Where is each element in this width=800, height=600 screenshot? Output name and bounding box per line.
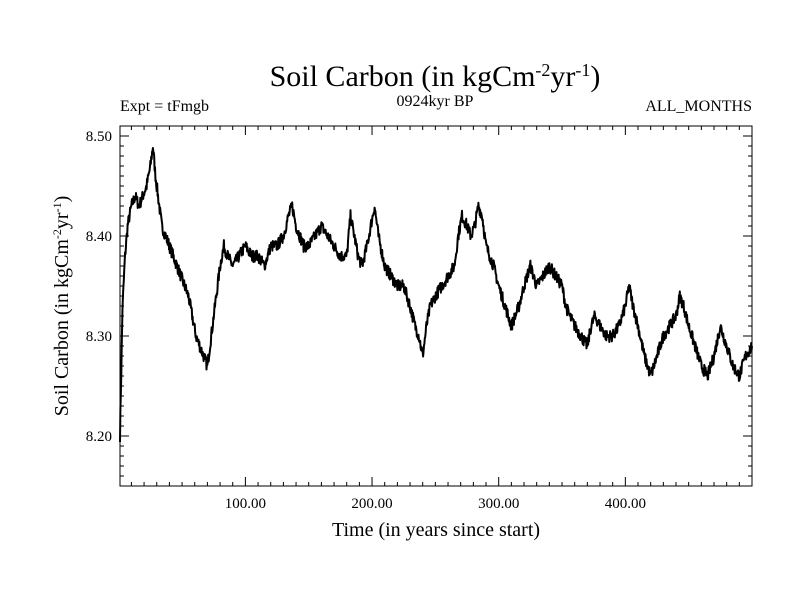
x-tick-label: 100.00 [225,496,266,512]
x-tick-label: 200.00 [351,496,392,512]
y-axis-tick-labels: 8.20 8.30 8.40 8.50 [86,129,112,445]
x-axis-tick-labels: 100.00 200.00 300.00 400.00 [225,496,646,512]
y-tick-label: 8.20 [86,429,112,445]
x-tick-label: 300.00 [478,496,519,512]
y-tick-label: 8.30 [86,329,112,345]
y-tick-label: 8.40 [86,229,112,245]
chart-title: Soil Carbon (in kgCm-2yr-1) [270,60,601,93]
x-axis-ticks [130,126,753,486]
x-axis-label: Time (in years since start) [332,519,540,541]
subtitle-right: ALL_MONTHS [645,98,752,115]
x-tick-label: 400.00 [605,496,646,512]
subtitle-center: 0924kyr BP [397,93,474,110]
subtitle-left: Expt = tFmgb [120,98,209,115]
y-axis-label: Soil Carbon (in kgCm-2yr-1) [50,196,73,417]
series-line [119,147,753,443]
y-tick-label: 8.50 [86,129,112,145]
